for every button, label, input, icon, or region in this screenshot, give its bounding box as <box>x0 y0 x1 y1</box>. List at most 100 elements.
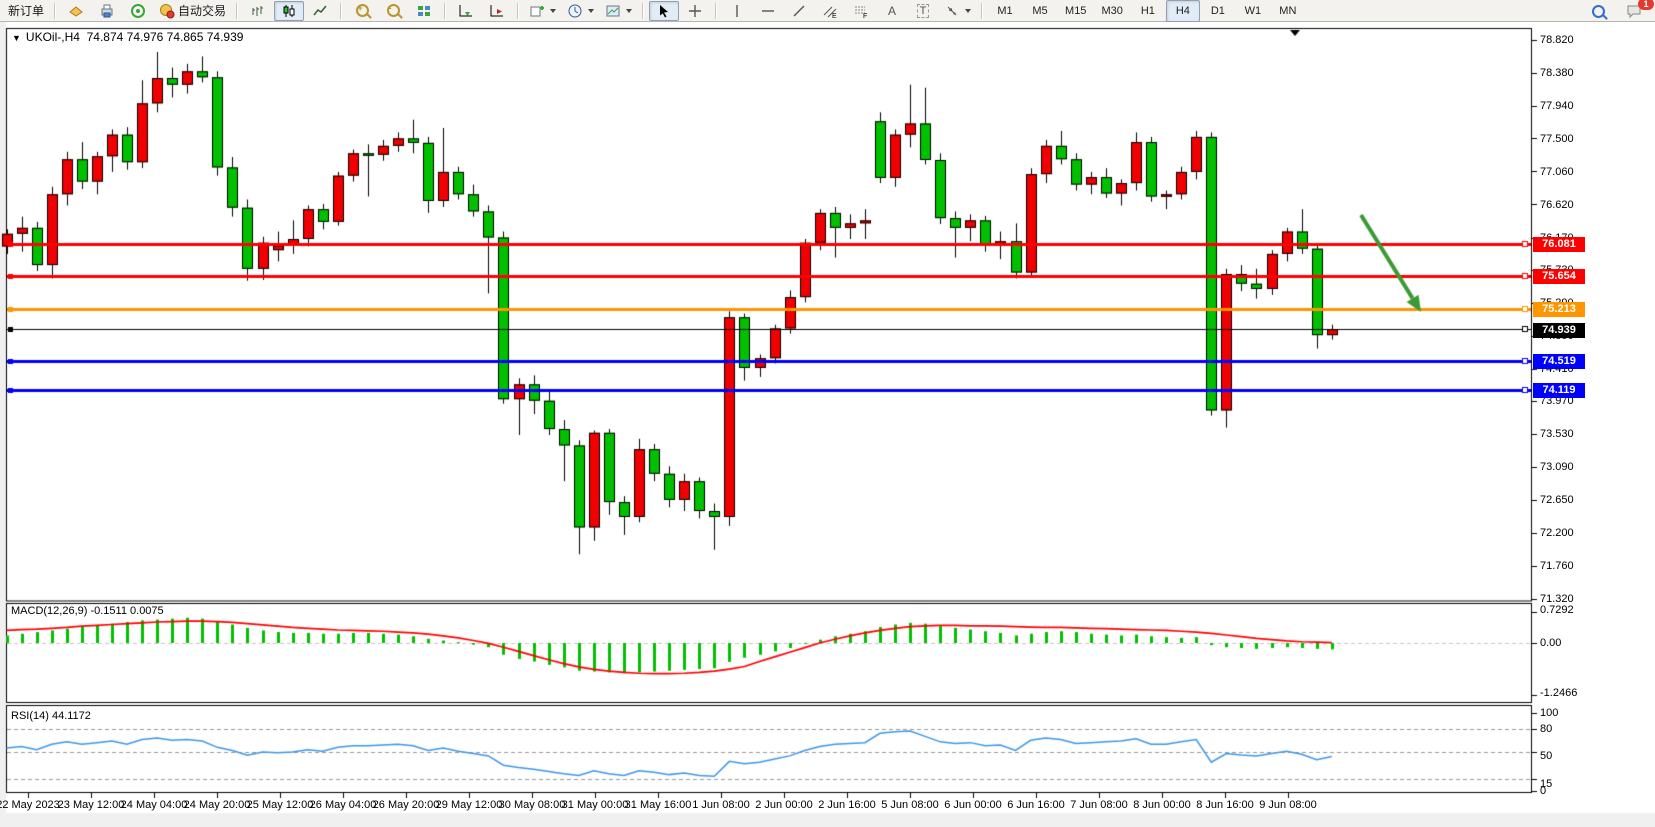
price-axis-label: 73.970 <box>1540 395 1574 407</box>
vline-tool-button[interactable] <box>722 1 752 21</box>
price-axis-label: 72.650 <box>1540 494 1574 506</box>
fibonacci-icon: F <box>853 3 869 20</box>
time-axis-label: 6 Jun 00:00 <box>944 799 1002 811</box>
symbol-period-label: UKOil-,H4 <box>25 30 80 44</box>
bar-chart-icon <box>250 3 266 19</box>
time-axis-label: 31 May 00:00 <box>561 799 629 811</box>
time-axis-label: 24 May 20:00 <box>183 799 251 811</box>
auto-trading-button[interactable]: 自动交易 <box>154 1 231 21</box>
vertical-line-icon <box>729 3 745 19</box>
timeframe-m30-button[interactable]: M30 <box>1101 4 1123 17</box>
equidistant-channel-icon: E <box>822 3 838 20</box>
price-line-badge-resistance1[interactable]: 76.081 <box>1533 237 1585 252</box>
dropdown-caret <box>965 8 972 13</box>
time-axis-label: 7 Jun 08:00 <box>1070 799 1128 811</box>
time-axis-label: 9 Jun 08:00 <box>1259 799 1317 811</box>
toolbar-separator <box>340 2 343 19</box>
price-axis-label: 76.620 <box>1540 199 1574 211</box>
chart-candles-button[interactable] <box>274 0 305 21</box>
svg-text:F: F <box>863 13 867 19</box>
time-axis-label: 1 Jun 08:00 <box>692 799 750 811</box>
profiles-button[interactable] <box>61 1 91 21</box>
fibonacci-tool-button[interactable]: F <box>846 1 876 21</box>
rsi-axis-label: 0 <box>1540 785 1547 797</box>
price-line-badge-pivot[interactable]: 75.213 <box>1533 302 1585 317</box>
current-price-badge: 74.939 <box>1533 323 1585 338</box>
auto-scroll-icon <box>458 3 474 19</box>
rsi-axis-label: 50 <box>1540 750 1553 762</box>
toolbar-separator <box>54 2 57 19</box>
macd-axis-label: -1.2466 <box>1540 687 1578 699</box>
time-axis-label: 29 May 12:00 <box>435 799 503 811</box>
toolbar-separator <box>715 2 718 19</box>
search-button[interactable] <box>1583 1 1613 21</box>
shapes-tool-button[interactable] <box>939 1 976 21</box>
arrows-shapes-icon <box>944 3 960 19</box>
new-order-label: 新订单 <box>8 4 45 18</box>
crosshair-tool-button[interactable] <box>680 1 710 21</box>
trendline-tool-button[interactable] <box>784 1 814 21</box>
indicators-button[interactable] <box>524 1 561 21</box>
new-order-button[interactable]: 新订单 <box>3 1 49 21</box>
toolbar-separator <box>981 2 984 19</box>
horizontal-line-icon <box>760 3 776 19</box>
time-axis-label: 25 May 12:00 <box>246 799 314 811</box>
print-button[interactable] <box>92 1 122 21</box>
timeframe-m15-button[interactable]: M15 <box>1065 4 1087 17</box>
timeframe-d1-button[interactable]: D1 <box>1210 4 1225 17</box>
zoom-out-button[interactable]: - <box>378 1 408 21</box>
chart-bars-button[interactable] <box>243 1 273 21</box>
ohlc-values: 74.874 74.976 74.865 74.939 <box>86 30 244 44</box>
periods-button[interactable] <box>562 1 599 21</box>
price-line-badge-support1[interactable]: 74.519 <box>1533 354 1585 369</box>
cursor-icon <box>656 3 672 19</box>
time-axis-label: 26 May 04:00 <box>309 799 377 811</box>
chart-canvas[interactable] <box>0 22 1655 827</box>
time-axis-label: 2 Jun 00:00 <box>755 799 813 811</box>
macd-axis-label: 0.7292 <box>1540 604 1574 616</box>
text-tool-button[interactable]: A <box>877 1 907 21</box>
price-axis-label: 71.760 <box>1540 560 1574 572</box>
time-axis-label: 22 May 2023 <box>0 799 60 811</box>
zoom-in-button[interactable]: + <box>347 1 377 21</box>
hline-tool-button[interactable] <box>753 1 783 21</box>
dropdown-caret <box>588 8 595 13</box>
timeframe-w1-button[interactable]: W1 <box>1244 4 1262 17</box>
templates-button[interactable] <box>600 1 637 21</box>
toolbar-separator <box>517 2 520 19</box>
cursor-tool-button[interactable] <box>649 0 680 21</box>
dropdown-caret <box>626 8 633 13</box>
timeframe-m5-button[interactable]: M5 <box>1032 4 1048 17</box>
notifications-button[interactable]: 1 <box>1619 0 1654 21</box>
text-tool-icon: A <box>888 3 897 18</box>
tile-windows-button[interactable] <box>409 1 439 21</box>
label-tool-icon: T <box>916 3 930 18</box>
timeframe-mn-button[interactable]: MN <box>1279 4 1297 17</box>
channel-tool-button[interactable]: E <box>815 1 845 21</box>
price-line-badge-resistance2[interactable]: 75.654 <box>1533 269 1585 284</box>
label-tool-button[interactable]: T <box>908 1 938 21</box>
broadcast-icon <box>130 3 146 19</box>
price-axis-label: 78.820 <box>1540 34 1574 46</box>
timeframe-h4-button[interactable]: H4 <box>1165 0 1200 22</box>
symbol-dropdown-icon[interactable]: ▼ <box>12 33 21 43</box>
chart-shift-button[interactable] <box>482 1 512 21</box>
rsi-indicator-label: RSI(14) 44.1172 <box>11 710 91 722</box>
template-icon <box>605 3 621 19</box>
time-axis-label: 23 May 12:00 <box>57 799 125 811</box>
trendline-icon <box>791 3 807 19</box>
add-indicator-icon <box>529 3 545 19</box>
timeframe-h1-button[interactable]: H1 <box>1140 4 1155 17</box>
price-line-badge-support2[interactable]: 74.119 <box>1533 383 1585 398</box>
notification-count-badge: 1 <box>1638 0 1654 10</box>
auto-scroll-button[interactable] <box>451 1 481 21</box>
broadcast-button[interactable] <box>123 1 153 21</box>
timeframe-m1-button[interactable]: M1 <box>997 4 1013 17</box>
chart-line-button[interactable] <box>305 1 335 21</box>
dropdown-caret <box>550 8 557 13</box>
macd-axis-label: 0.00 <box>1540 637 1562 649</box>
toolbar-right-tools: 1 <box>1583 0 1654 21</box>
price-axis-label: 72.200 <box>1540 527 1574 539</box>
price-axis-label: 78.380 <box>1540 67 1574 79</box>
